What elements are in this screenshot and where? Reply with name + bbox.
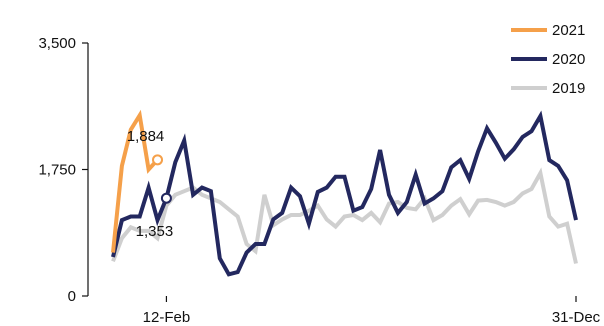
x-tick-label: 31-Dec [552,309,601,326]
legend-label: 2020 [552,51,585,68]
annotation-label: 1,353 [136,223,174,240]
y-tick-label: 0 [68,288,76,305]
legend-label: 2019 [552,80,585,97]
chart-legend: 2021 2020 2019 [511,22,585,97]
chart-axes: 0 1,750 3,500 12-Feb 31-Dec [38,35,600,326]
series-line-2019 [111,167,578,264]
legend-label: 2021 [552,22,585,39]
series-line-2020 [111,110,578,277]
chart-series [111,109,578,277]
y-tick-label: 1,750 [38,162,76,179]
x-tick-label: 12-Feb [143,309,191,326]
annotation-marker [152,154,164,166]
chart-annotations: 1,884 1,353 [127,128,173,240]
y-tick-label: 3,500 [38,35,76,52]
annotation-label: 1,884 [127,128,165,145]
series-line-2021 [111,109,159,253]
annotation-marker [160,192,172,204]
